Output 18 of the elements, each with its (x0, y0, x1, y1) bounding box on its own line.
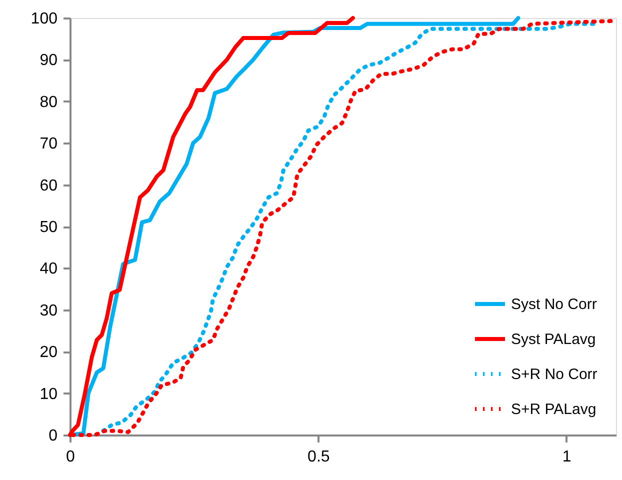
x-tick-label: 0.5 (308, 448, 330, 466)
y-tick-label: 60 (40, 177, 58, 194)
legend-label: Syst No Corr (511, 296, 597, 313)
y-tick-label: 70 (40, 136, 58, 153)
legend-label: S+R PALavg (511, 401, 596, 418)
y-tick-label: 0 (48, 428, 58, 444)
y-tick-label: 30 (40, 302, 58, 320)
y-tick-label: 100 (30, 10, 58, 28)
x-tick-label: 0 (66, 448, 76, 466)
y-tick-label: 20 (40, 344, 58, 362)
y-tick-label: 80 (40, 94, 58, 111)
y-tick-label: 90 (40, 52, 58, 70)
y-tick-label: 40 (40, 260, 58, 278)
legend-label: S+R No Corr (511, 366, 598, 383)
legend-label: Syst PALavg (511, 331, 596, 348)
y-tick-label: 10 (40, 386, 58, 403)
x-tick-label: 1 (562, 448, 572, 466)
y-tick-label: 50 (40, 219, 58, 236)
